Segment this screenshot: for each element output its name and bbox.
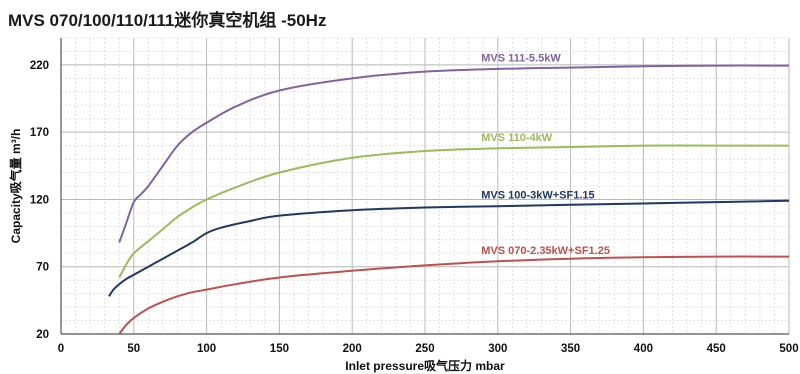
x-tick-label: 500 bbox=[779, 343, 798, 355]
y-axis-label: Capacity吸气量 m³/h bbox=[8, 129, 23, 244]
x-tick-label: 350 bbox=[561, 343, 580, 355]
y-tick-label: 220 bbox=[30, 60, 49, 72]
series-label: MVS 100-3kW+SF1.15 bbox=[481, 189, 594, 201]
y-tick-label: 170 bbox=[30, 127, 49, 139]
series-label: MVS 070-2.35kW+SF1.25 bbox=[481, 245, 610, 257]
x-tick-label: 50 bbox=[127, 343, 140, 355]
x-tick-label: 300 bbox=[488, 343, 507, 355]
y-tick-label: 20 bbox=[36, 329, 49, 341]
series-line bbox=[118, 64, 790, 243]
x-axis-label: Inlet pressure吸气压力 mbar bbox=[345, 358, 505, 373]
x-tick-label: 450 bbox=[707, 343, 726, 355]
series-label: MVS 111-5.5kW bbox=[481, 52, 561, 64]
series-line bbox=[118, 255, 790, 335]
y-tick-label: 70 bbox=[36, 262, 49, 274]
x-tick-label: 250 bbox=[415, 343, 434, 355]
x-tick-label: 100 bbox=[197, 343, 216, 355]
x-tick-label: 200 bbox=[343, 343, 362, 355]
series-line bbox=[118, 144, 789, 278]
x-tick-label: 150 bbox=[270, 343, 289, 355]
chart-title: MVS 070/100/110/111迷你真空机组 -50Hz bbox=[8, 11, 327, 30]
y-tick-label: 120 bbox=[30, 194, 49, 206]
x-tick-label: 0 bbox=[58, 343, 64, 355]
x-tick-label: 400 bbox=[634, 343, 653, 355]
series-label: MVS 110-4kW bbox=[481, 132, 553, 144]
series-line bbox=[108, 199, 790, 297]
